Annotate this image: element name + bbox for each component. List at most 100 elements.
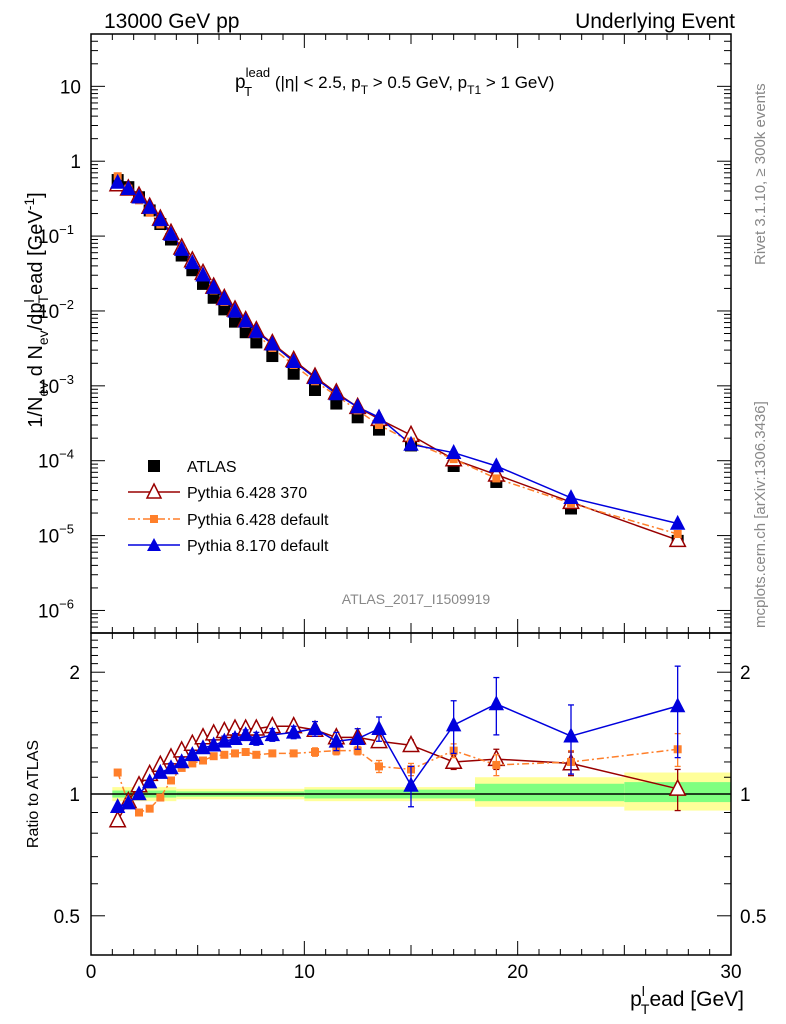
main-point-pythia-8-170-default [195, 266, 211, 282]
ratio-band-inner [475, 783, 625, 802]
ratio-point-pythia-8-170-default [445, 716, 462, 732]
legend-pythia6-default-marker [150, 515, 158, 523]
ratio-y-axis-label: Ratio to ATLAS [25, 740, 42, 848]
ratio-point-pythia-8-170-default [173, 753, 190, 769]
main-point-pythia-6-428-default [492, 474, 501, 483]
main-y-tick-label: 10−4 [38, 447, 74, 473]
ratio-point-pythia-6-428-default [492, 760, 501, 769]
main-point-pythia-8-170-default [184, 254, 201, 270]
mcplots-credit-label: mcplots.cern.ch [arXiv:1306.3436] [752, 401, 769, 628]
ratio-y-tick-label: 1 [69, 785, 80, 806]
ratio-y-tick-label: 0.5 [54, 907, 80, 928]
ratio-point-pythia-8-170-default [120, 794, 137, 810]
axes: 0 10 20 30 10 1 10−1 10−2 10−3 10−4 10−5 10−6 0.5 0.5… [38, 33, 766, 983]
ratio-point-pythia-6-428-370 [402, 734, 420, 753]
main-point-pythia-8-170-default [163, 225, 179, 241]
main-y-tick-label: 10 [60, 77, 81, 98]
legend-item-atlas: ATLAS [148, 459, 237, 476]
ratio-point-pythia-8-170-default [205, 736, 222, 752]
ratio-point-pythia-8-170-default [237, 726, 254, 742]
ratio-point-pythia-6-428-default [113, 768, 122, 777]
ratio-point-pythia-6-428-370 [668, 778, 687, 796]
main-point-pythia-8-170-default [227, 302, 243, 318]
ratio-panel-data [108, 665, 687, 828]
main-point-pythia-8-170-default [237, 312, 254, 328]
legend-pythia8-marker [147, 538, 161, 551]
x-tick-label: 10 [294, 962, 315, 983]
ratio-point-pythia-8-170-default [264, 726, 281, 742]
main-point-pythia-8-170-default [328, 385, 345, 401]
main-point-pythia-8-170-default [205, 278, 222, 294]
ratio-point-pythia-6-428-370 [444, 751, 463, 770]
main-point-atlas [207, 291, 220, 304]
legend-atlas-label: ATLAS [187, 459, 237, 476]
plot-title: plead T (|η| < 2.5, pT > 0.5 GeV, pT1 > 1… [235, 65, 554, 99]
ratio-point-pythia-8-170-default [285, 723, 302, 739]
ratio-point-pythia-8-170-default [248, 730, 265, 745]
main-point-pythia-6-428-default [375, 420, 383, 429]
ratio-point-pythia-8-170-default [131, 785, 147, 801]
main-y-tick-label: 10−1 [38, 222, 74, 248]
x-tick-label: 30 [720, 962, 741, 983]
ratio-point-pythia-6-428-default [188, 759, 197, 768]
main-y-tick-label: 1 [70, 152, 81, 173]
main-y-tick-label: 10−2 [38, 297, 74, 323]
ratio-point-pythia-6-428-default [289, 749, 298, 758]
ratio-point-pythia-8-170-default [227, 730, 243, 745]
legend-item-pythia8: Pythia 8.170 default [128, 538, 329, 555]
ratio-point-pythia-8-170-default [163, 759, 179, 775]
ratio-y-tick-label-right: 2 [740, 663, 751, 684]
legend-pythia6-370-label: Pythia 6.428 370 [187, 485, 307, 502]
ratio-point-pythia-8-170-default [403, 776, 419, 792]
ratio-point-pythia-8-170-default [328, 732, 345, 748]
ratio-point-pythia-6-428-default [220, 750, 229, 759]
main-point-pythia-6-428-default [449, 455, 458, 464]
ratio-point-pythia-6-428-default [209, 752, 218, 761]
ratio-point-pythia-8-170-default [184, 746, 201, 762]
legend-pythia6-370-marker [145, 482, 163, 499]
ratio-y-tick-label: 2 [69, 663, 80, 684]
main-point-atlas [309, 383, 321, 396]
main-point-pythia-6-428-default [673, 529, 682, 538]
main-point-pythia-8-170-default [285, 353, 302, 369]
main-point-atlas [229, 315, 241, 328]
main-y-axis-label: 1/Nev d Nev/dplTead [GeV-1] [21, 192, 51, 427]
ratio-point-pythia-6-428-default [199, 756, 207, 765]
ratio-point-pythia-6-428-default [241, 748, 250, 757]
main-point-pythia-6-428-370 [668, 529, 687, 548]
main-point-pythia-8-170-default [173, 240, 190, 256]
legend-item-pythia6-default: Pythia 6.428 default [128, 512, 329, 529]
ratio-point-pythia-6-428-default [311, 748, 319, 757]
main-point-pythia-8-170-default [152, 211, 169, 227]
main-line-pythia-6-428-default [117, 175, 678, 535]
main-point-pythia-8-170-default [141, 198, 158, 214]
ratio-point-pythia-8-170-default [141, 773, 158, 789]
main-point-pythia-8-170-default [445, 444, 462, 459]
ratio-y-tick-label-right: 1 [740, 785, 751, 806]
ratio-point-pythia-6-428-default [145, 804, 154, 813]
ratio-point-pythia-6-428-default [252, 750, 261, 759]
ratio-point-pythia-8-170-default [669, 697, 686, 713]
main-point-pythia-8-170-default [349, 398, 366, 414]
main-point-pythia-8-170-default [669, 514, 686, 530]
main-point-atlas [218, 303, 231, 316]
main-y-tick-label: 10−3 [38, 372, 74, 398]
main-point-atlas [287, 367, 300, 380]
ratio-point-pythia-8-170-default [349, 730, 366, 745]
ratio-point-pythia-6-428-default [375, 762, 383, 771]
ratio-y-tick-label-right: 0.5 [740, 907, 766, 928]
ratio-point-pythia-8-170-default [152, 763, 169, 779]
ratio-point-pythia-6-428-default [231, 749, 239, 758]
legend-pythia6-default-label: Pythia 6.428 default [187, 512, 329, 529]
main-point-pythia-8-170-default [264, 335, 281, 351]
main-y-tick-label: 10−5 [38, 522, 74, 548]
main-y-tick-label: 10−6 [38, 596, 74, 622]
main-point-atlas [250, 336, 263, 349]
main-point-pythia-8-170-default [307, 369, 323, 385]
main-point-pythia-8-170-default [248, 322, 265, 338]
main-point-atlas [266, 350, 279, 363]
header-right: Underlying Event [575, 10, 735, 33]
main-point-pythia-8-170-default [371, 408, 387, 424]
x-tick-label: 0 [86, 962, 97, 983]
